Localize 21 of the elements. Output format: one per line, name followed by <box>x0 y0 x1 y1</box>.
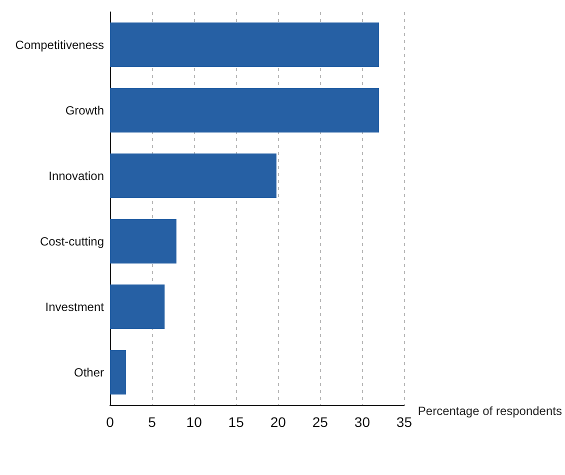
y-tick-label: Cost-cutting <box>40 234 104 248</box>
x-tick-label: 25 <box>312 414 328 430</box>
x-axis-title: Percentage of respondents <box>418 404 562 418</box>
x-tick-label: 10 <box>186 414 202 430</box>
y-tick-label: Competitiveness <box>15 38 104 52</box>
y-tick-label: Other <box>74 365 104 380</box>
x-tick-label: 0 <box>106 414 114 430</box>
bar <box>110 284 165 330</box>
x-tick-label: 35 <box>396 414 412 430</box>
bar <box>110 350 126 395</box>
x-tick-label: 30 <box>354 414 370 430</box>
y-tick-label: Investment <box>45 300 105 314</box>
x-tick-label: 5 <box>148 414 156 430</box>
bar <box>110 153 276 198</box>
bar <box>110 218 176 264</box>
bar <box>110 88 379 133</box>
y-tick-label: Growth <box>65 103 104 118</box>
x-tick-label: 15 <box>228 414 244 430</box>
bar <box>110 22 379 68</box>
x-tick-label: 20 <box>270 414 286 430</box>
y-tick-label: Innovation <box>48 168 104 183</box>
